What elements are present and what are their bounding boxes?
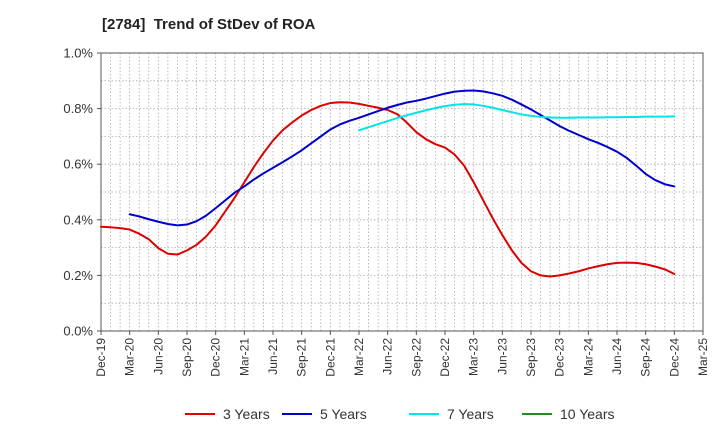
x-tick-label: Jun-21	[266, 338, 280, 375]
x-tick-label: Sep-23	[524, 338, 538, 377]
series-line-5-years	[128, 89, 676, 227]
legend-layer: 3 Years 5 Years 7 Years 10 Years	[185, 406, 615, 422]
y-tick-label: 1.0%	[63, 46, 93, 61]
x-tick-label: Mar-23	[467, 338, 481, 376]
x-tick-label: Sep-21	[295, 338, 309, 377]
x-tick-label: Jun-23	[495, 338, 509, 375]
x-tick-label: Mar-22	[352, 338, 366, 376]
x-tick-label: Dec-21	[323, 338, 337, 377]
y-tick-label: 0.8%	[63, 101, 93, 116]
y-tick-label: 0.4%	[63, 212, 93, 227]
axis-layer: 0.0% 0.2% 0.4% 0.6% 0.8% 1.0% Dec-19 Mar-20 Jun-…	[63, 46, 710, 377]
x-tick-label: Jun-22	[381, 338, 395, 375]
grid-layer	[100, 52, 704, 332]
legend-label-5-years: 5 Years	[320, 406, 367, 422]
x-tick-label: Dec-23	[553, 338, 567, 377]
chart-title: [2784] Trend of StDev of ROA	[102, 16, 316, 33]
x-tick-label: Mar-21	[237, 338, 251, 376]
legend-label-7-years: 7 Years	[447, 406, 494, 422]
y-tick-label: 0.6%	[63, 157, 93, 172]
legend-label-10-years: 10 Years	[560, 406, 615, 422]
x-tick-label: Sep-22	[409, 338, 423, 377]
x-tick-label: Jun-20	[151, 338, 165, 375]
x-tick-label: Jun-24	[610, 338, 624, 375]
series-layer	[100, 89, 676, 278]
x-tick-label: Dec-19	[94, 338, 108, 377]
y-tick-label: 0.0%	[63, 324, 93, 339]
x-tick-label: Sep-24	[639, 338, 653, 377]
x-tick-label: Dec-20	[209, 338, 223, 377]
legend-label-3-years: 3 Years	[223, 406, 270, 422]
x-tick-label: Mar-25	[696, 338, 710, 376]
series-line-3-years	[100, 101, 676, 278]
y-tick-label: 0.2%	[63, 268, 93, 283]
plot-frame	[100, 52, 704, 332]
x-tick-label: Dec-22	[438, 338, 452, 377]
x-tick-label: Mar-20	[123, 338, 137, 376]
x-tick-label: Mar-24	[581, 338, 595, 376]
series-line-7-years	[358, 103, 676, 132]
x-tick-label: Dec-24	[667, 338, 681, 377]
x-tick-label: Sep-20	[180, 338, 194, 377]
